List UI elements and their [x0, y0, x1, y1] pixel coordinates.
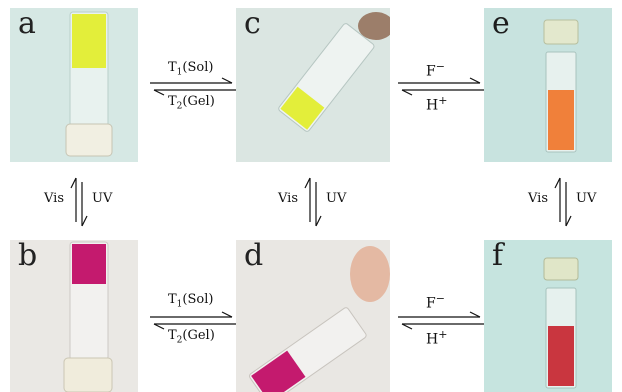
vial-f-illustration [484, 240, 612, 392]
arrow-top-left-lower-label: T2(Gel) [168, 94, 215, 112]
vial-a-illustration [10, 8, 138, 162]
vial-d-illustration [236, 240, 390, 392]
arrow-top-right-lower-label: H+ [426, 94, 448, 114]
panel-f: f [484, 240, 612, 392]
equilibrium-arrow-top-right [398, 77, 484, 96]
arrow-bottom-left-upper-label: T1(Sol) [168, 292, 214, 310]
equilibrium-arrow-vertical-3 [554, 177, 572, 227]
panel-e: e [484, 8, 612, 162]
vertical-1-right-label: UV [92, 191, 113, 206]
vertical-3-right-label: UV [576, 191, 597, 206]
panel-label-c: c [244, 8, 261, 41]
vertical-1-left-label: Vis [44, 191, 64, 206]
equilibrium-arrow-top-left [150, 77, 236, 96]
panel-label-a: a [18, 8, 36, 41]
vial-c-illustration [236, 8, 390, 162]
equilibrium-arrow-bottom-left [150, 311, 236, 330]
arrow-bottom-right-upper-label: F− [426, 292, 445, 312]
panel-b: b [10, 240, 138, 392]
arrow-top-left-upper-label: T1(Sol) [168, 60, 214, 78]
panel-label-d: d [244, 240, 264, 273]
equilibrium-arrow-vertical-2 [304, 177, 322, 227]
equilibrium-arrow-vertical-1 [70, 177, 88, 227]
panel-label-f: f [492, 240, 504, 273]
vertical-2-left-label: Vis [278, 191, 298, 206]
arrow-top-right-upper-label: F− [426, 60, 445, 80]
vertical-2-right-label: UV [326, 191, 347, 206]
panel-label-e: e [492, 8, 510, 41]
panel-c: c [236, 8, 390, 162]
vial-e-illustration [484, 8, 612, 162]
panel-a: a [10, 8, 138, 162]
arrow-bottom-left-lower-label: T2(Gel) [168, 328, 215, 346]
panel-label-b: b [18, 240, 38, 273]
panel-d: d [236, 240, 390, 392]
vertical-3-left-label: Vis [528, 191, 548, 206]
vial-b-illustration [10, 240, 138, 392]
arrow-bottom-right-lower-label: H+ [426, 328, 448, 348]
equilibrium-arrow-bottom-right [398, 311, 484, 330]
